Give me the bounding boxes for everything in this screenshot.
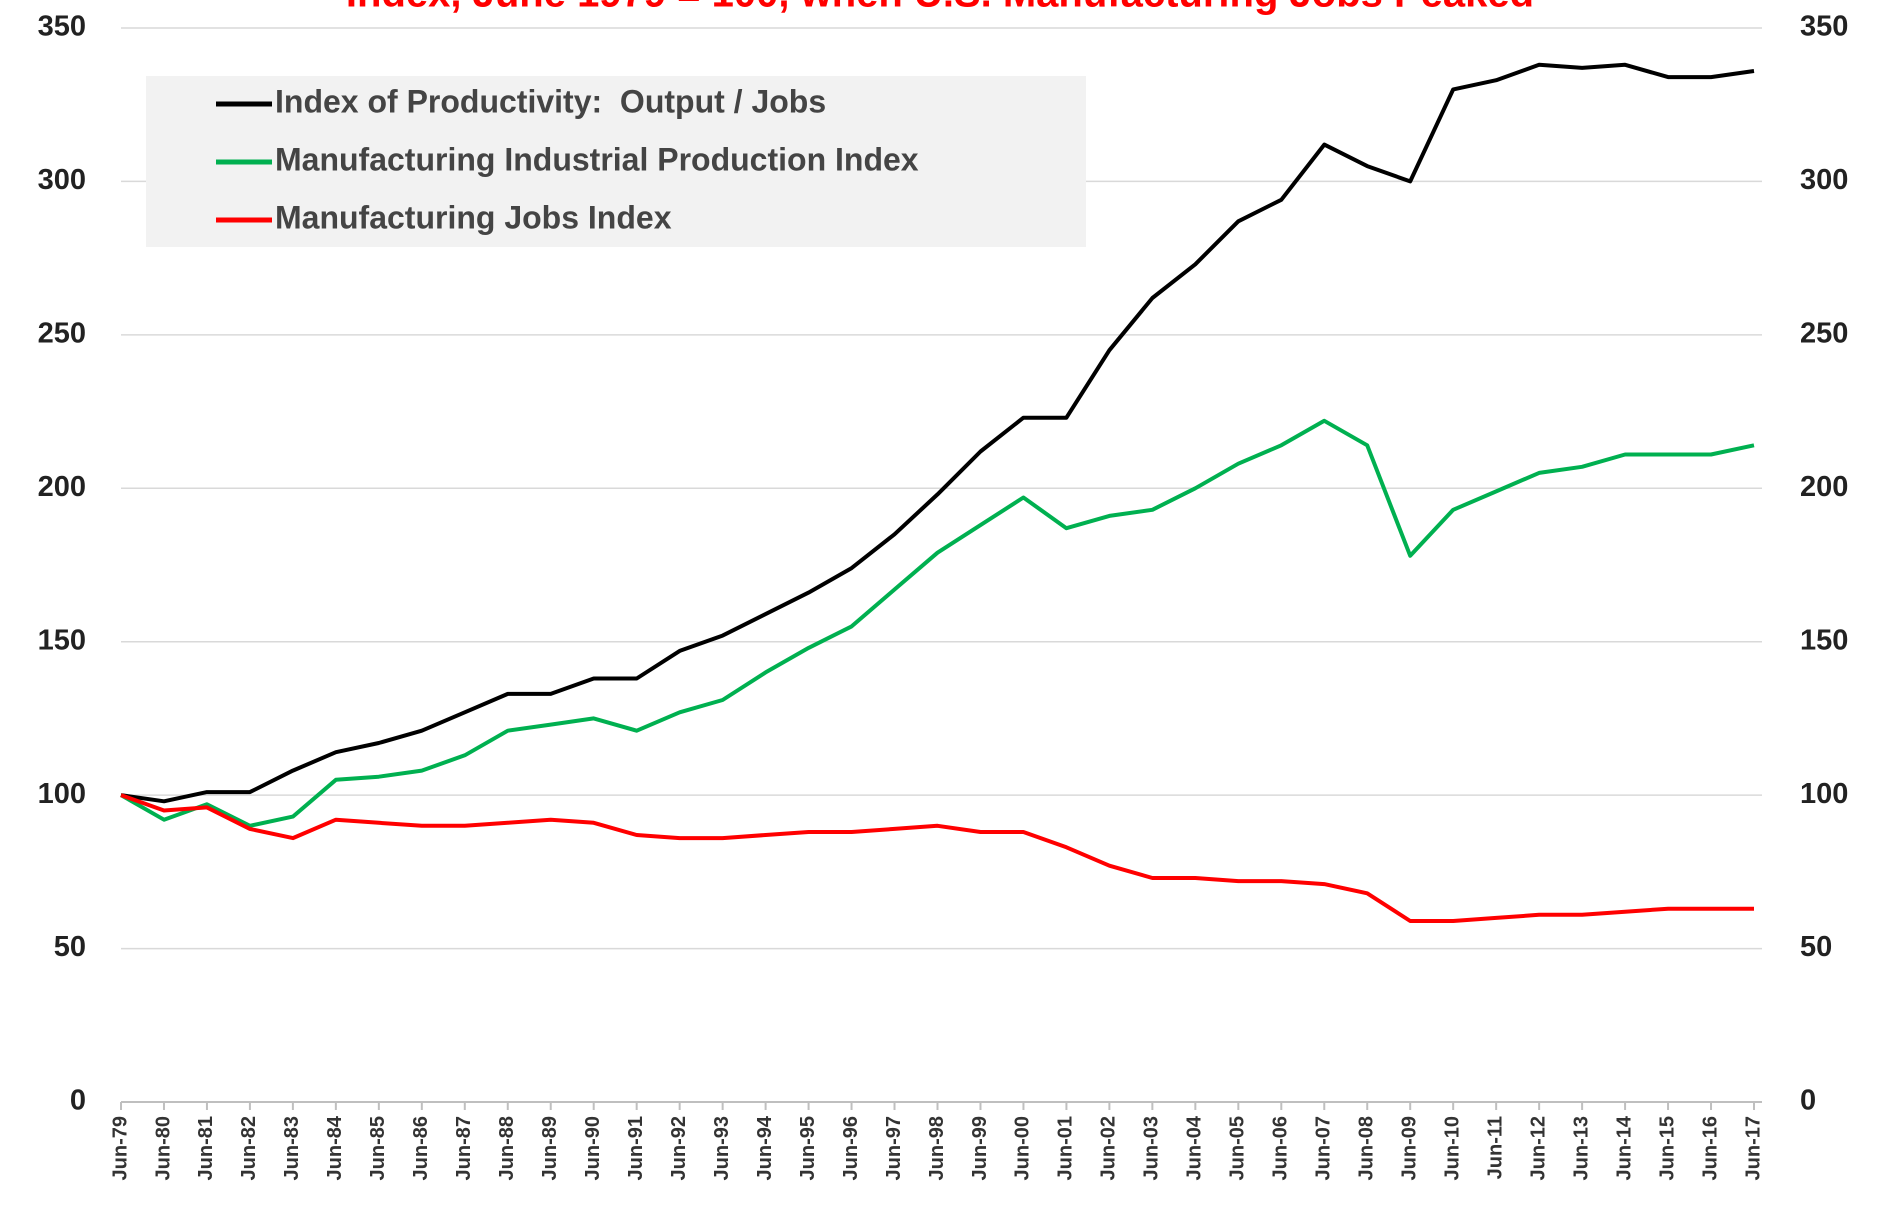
y2-tick-label: 300: [1800, 164, 1848, 196]
x-tick-label: Jun-10: [1441, 1116, 1463, 1180]
y-tick-label: 200: [38, 471, 86, 503]
y-tick-label: 0: [70, 1085, 86, 1117]
x-tick-label: Jun-93: [711, 1116, 733, 1180]
legend-label: Index of Productivity: Output / Jobs: [275, 83, 826, 119]
x-tick-label: Jun-92: [668, 1116, 690, 1180]
x-tick-label: Jun-82: [238, 1116, 260, 1180]
y-tick-label: 150: [38, 624, 86, 656]
x-tick-label: Jun-79: [109, 1116, 131, 1180]
x-tick-label: Jun-04: [1184, 1115, 1206, 1180]
x-tick-label: Jun-15: [1656, 1116, 1678, 1180]
legend-box: [146, 76, 1086, 247]
series-line: [120, 62, 1755, 804]
y2-tick-label: 200: [1800, 471, 1848, 503]
x-tick-label: Jun-13: [1570, 1116, 1592, 1180]
y-tick-label: 100: [38, 778, 86, 810]
y2-tick-label: 150: [1800, 624, 1848, 656]
x-tick-label: Jun-03: [1141, 1116, 1163, 1180]
x-tick-label: Jun-87: [453, 1116, 475, 1180]
y-tick-label: 250: [38, 318, 86, 350]
x-tick-label: Jun-01: [1055, 1116, 1077, 1180]
x-tick-label: Jun-14: [1613, 1115, 1635, 1180]
x-tick-label: Jun-99: [969, 1116, 991, 1180]
x-tick-label: Jun-90: [582, 1116, 604, 1180]
x-tick-label: Jun-09: [1398, 1116, 1420, 1180]
legend-label: Manufacturing Industrial Production Inde…: [275, 141, 919, 177]
x-tick-label: Jun-16: [1699, 1116, 1721, 1180]
y-tick-label: 300: [38, 164, 86, 196]
x-tick-label: Jun-88: [496, 1116, 518, 1180]
x-tick-label: Jun-81: [195, 1116, 217, 1180]
legend-label: Manufacturing Jobs Index: [275, 199, 672, 235]
x-tick-label: Jun-89: [539, 1116, 561, 1180]
y2-tick-label: 250: [1800, 318, 1848, 350]
x-tick-label: Jun-80: [152, 1116, 174, 1180]
chart-title: Index, June 1979 = 100, when U.S. Manufa…: [346, 0, 1534, 16]
x-tick-label: Jun-00: [1012, 1116, 1034, 1180]
x-tick-label: Jun-05: [1227, 1116, 1249, 1180]
x-tick-label: Jun-06: [1270, 1116, 1292, 1180]
x-tick-label: Jun-85: [367, 1116, 389, 1180]
y-tick-label: 350: [38, 11, 86, 43]
x-tick-label: Jun-84: [324, 1115, 346, 1180]
y2-tick-label: 100: [1800, 778, 1848, 810]
series-line: [120, 418, 1755, 828]
x-tick-label: Jun-12: [1527, 1116, 1549, 1180]
x-tick-label: Jun-96: [840, 1116, 862, 1180]
x-tick-label: Jun-08: [1356, 1116, 1378, 1180]
x-tick-label: Jun-97: [883, 1116, 905, 1180]
y2-tick-label: 50: [1800, 931, 1832, 963]
x-tick-label: Jun-94: [754, 1115, 776, 1180]
y2-tick-label: 350: [1800, 11, 1848, 43]
x-tick-label: Jun-83: [281, 1116, 303, 1180]
x-tick-label: Jun-86: [410, 1116, 432, 1180]
y-tick-label: 50: [54, 931, 86, 963]
x-tick-label: Jun-98: [926, 1116, 948, 1180]
x-tick-label: Jun-17: [1742, 1116, 1764, 1180]
x-tick-label: Jun-11: [1484, 1116, 1506, 1179]
x-tick-label: Jun-91: [625, 1116, 647, 1180]
x-tick-label: Jun-95: [797, 1116, 819, 1180]
x-tick-label: Jun-07: [1313, 1116, 1335, 1180]
series-line: [120, 793, 1754, 923]
x-tick-label: Jun-02: [1098, 1116, 1120, 1180]
y2-tick-label: 0: [1800, 1085, 1816, 1117]
